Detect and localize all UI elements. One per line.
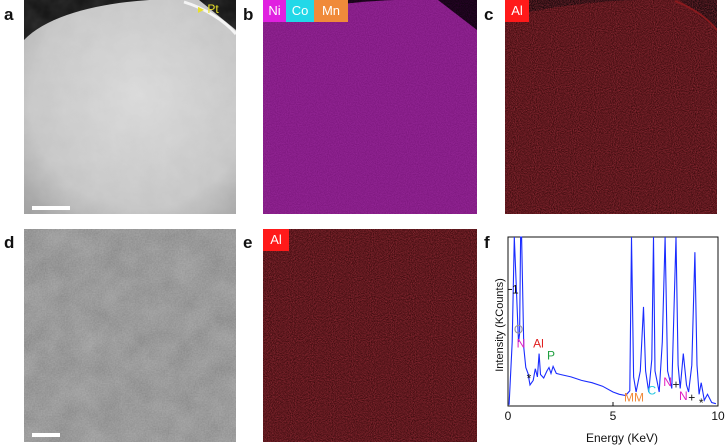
panel-a-haadf-image: ▸ Pt [24, 0, 236, 214]
peak-annotation: * [699, 396, 704, 410]
panel-e-al-map: Al [263, 229, 477, 442]
peak-annotation: N [663, 375, 672, 389]
peak-annotation: + [688, 390, 695, 404]
pt-marker: ▸ Pt [198, 2, 219, 16]
x-axis-label: Energy (KeV) [586, 431, 658, 445]
peak-annotation: C [648, 383, 657, 397]
y-tick-label: 1 [512, 282, 519, 296]
panel-f-eds-spectrum: 0 5 10 1 O N Al P * MM C N + N + * Energy (KeV) Intens… [494, 229, 725, 445]
peak-annotation: + [672, 378, 679, 392]
panel-b-nicomn-map: Ni Co Mn [263, 0, 477, 214]
tag-co: Co [286, 0, 314, 22]
panel-c-al-map: Al [505, 0, 717, 214]
y-axis-label: Intensity (KCounts) [494, 278, 506, 372]
pt-label: Pt [207, 2, 219, 16]
spectrum-chart: 0 5 101 ON AlP*MM CN +N + * Energy (KeV) Intens… [494, 236, 725, 445]
x-tick-label: 5 [610, 409, 617, 423]
tag-mn: Mn [314, 0, 348, 22]
panel-label-e: e [243, 233, 253, 252]
panel-label-c: c [484, 5, 494, 24]
panel-label-b: b [243, 5, 254, 24]
tag-al-c: Al [505, 0, 529, 22]
panel-label-f: f [484, 233, 490, 252]
peak-annotation: Al [533, 337, 544, 351]
spectrum-line [508, 236, 717, 405]
peak-annotation: MM [624, 390, 644, 404]
peak-annotation: N [679, 389, 688, 403]
tag-al-e: Al [263, 229, 289, 251]
x-tick-label: 10 [711, 409, 725, 423]
peak-annotation: P [547, 348, 555, 362]
pt-arrow-icon: ▸ [198, 2, 205, 16]
peak-annotation: O [514, 323, 523, 337]
panel-label-d: d [4, 233, 15, 252]
peak-annotation: N [517, 337, 526, 351]
panel-label-a: a [4, 5, 14, 24]
panel-d-haadf-image [24, 229, 236, 442]
x-tick-label: 0 [505, 409, 512, 423]
tag-ni: Ni [263, 0, 286, 22]
peak-annotation: * [527, 372, 532, 386]
